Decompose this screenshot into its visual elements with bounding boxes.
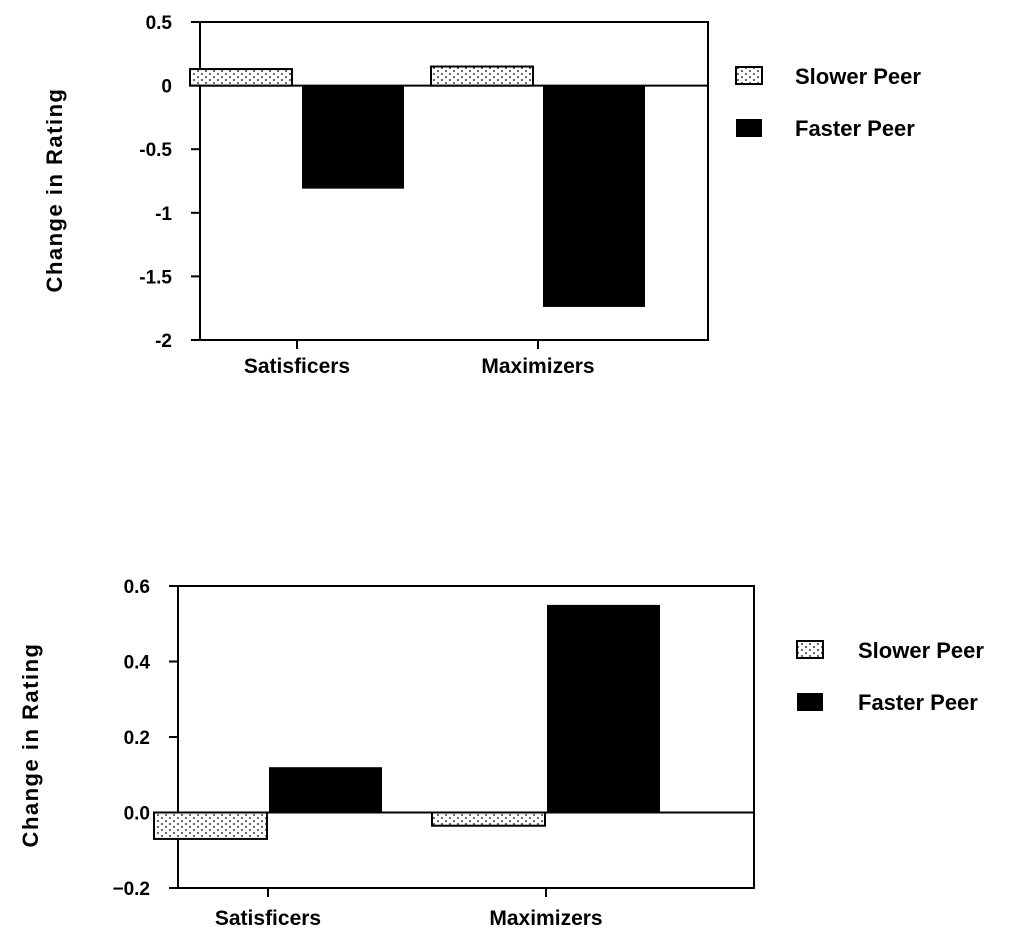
x-category-label: Satisficers	[215, 907, 321, 930]
chart-1-legend-faster-swatch	[736, 119, 762, 137]
chart-1-legend-slower-swatch	[735, 66, 763, 85]
chart-2-legend: Slower Peer Faster Peer	[796, 638, 984, 715]
y-tick-label: 0	[161, 77, 172, 98]
chart-2-plot-frame	[177, 585, 755, 889]
faster-peer-bar-satisficers	[269, 767, 382, 813]
slower-peer-bar-satisficers	[153, 811, 268, 840]
faster-peer-bar-maximizers	[543, 85, 645, 307]
slower-peer-bar-maximizers	[430, 65, 534, 87]
chart-1-y-axis-label: Change in Rating	[42, 88, 67, 293]
slower-peer-bar-maximizers	[431, 811, 546, 827]
chart-2-bars	[153, 604, 660, 840]
y-tick-label: -0.5	[139, 140, 172, 161]
chart-2-x-categories: Satisficers Maximizers	[215, 888, 603, 930]
chart-2-legend-slower-label: Slower Peer	[858, 638, 984, 663]
chart-2-y-ticks: 0.6 0.4 0.2 0.0 −0.2	[112, 577, 178, 900]
faster-peer-bar-satisficers	[302, 85, 404, 189]
chart-2-legend-slower-swatch	[796, 640, 824, 659]
chart-1-plot-frame	[199, 21, 709, 341]
y-tick-label: 0.2	[124, 728, 150, 749]
chart-1-y-ticks: 0.5 0 -0.5 -1 -1.5 -2	[139, 13, 200, 352]
y-tick-label: 0.4	[124, 653, 151, 674]
chart-1: 0.5 0 -0.5 -1 -1.5 -2 Satisficers Maximizers C…	[42, 13, 921, 378]
y-tick-label: -2	[155, 331, 172, 352]
y-tick-label: 0.6	[124, 577, 150, 598]
chart-2-y-axis-label: Change in Rating	[18, 643, 43, 848]
chart-1-legend-slower-label: Slower Peer	[795, 64, 921, 89]
faster-peer-bar-maximizers	[547, 604, 660, 813]
chart-1-x-categories: Satisficers Maximizers	[244, 340, 595, 378]
x-category-label: Maximizers	[489, 907, 602, 930]
y-tick-label: -1.5	[139, 267, 172, 288]
chart-1-legend-faster-label: Faster Peer	[795, 116, 915, 141]
x-category-label: Satisficers	[244, 355, 350, 378]
chart-1-legend: Slower Peer Faster Peer	[735, 64, 921, 141]
chart-2-legend-faster-swatch	[797, 693, 823, 711]
y-tick-label: −0.2	[112, 879, 150, 900]
slower-peer-bar-satisficers	[189, 68, 293, 87]
y-tick-label: -1	[155, 204, 172, 225]
y-tick-label: 0.5	[146, 13, 173, 34]
y-tick-label: 0.0	[124, 804, 150, 825]
chart-2-legend-faster-label: Faster Peer	[858, 690, 978, 715]
x-category-label: Maximizers	[481, 355, 594, 378]
chart-1-bars	[189, 65, 645, 307]
chart-2: 0.6 0.4 0.2 0.0 −0.2 Satisficers Maximizers C…	[18, 577, 984, 930]
